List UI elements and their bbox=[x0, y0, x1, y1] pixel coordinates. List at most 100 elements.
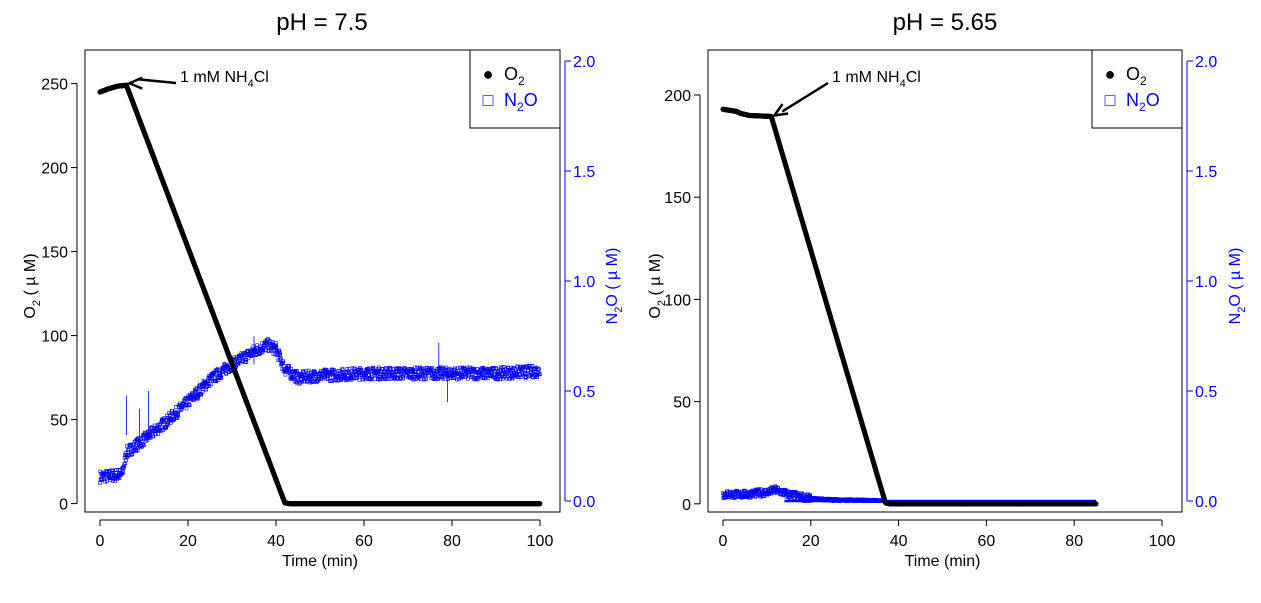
n2o-point bbox=[186, 403, 191, 407]
n2o-point bbox=[274, 346, 279, 350]
n2o-point bbox=[446, 377, 450, 381]
plot-area bbox=[97, 82, 543, 507]
y-tick-label: 200 bbox=[664, 88, 691, 105]
y2-axis-label: N2O ( µ M) bbox=[1227, 248, 1248, 325]
n2o-point bbox=[332, 369, 337, 374]
n2o-point bbox=[476, 370, 480, 375]
n2o-point bbox=[98, 469, 103, 474]
n2o-point bbox=[509, 365, 513, 370]
n2o-point bbox=[364, 377, 368, 382]
n2o-point bbox=[365, 368, 370, 373]
n2o-point bbox=[122, 462, 127, 467]
n2o-point bbox=[255, 343, 259, 348]
plot-frame bbox=[707, 49, 1183, 513]
y2-tick-label: 1.0 bbox=[573, 274, 595, 291]
o2-point bbox=[1093, 501, 1099, 507]
y2-axis-label: N2O ( µ M) bbox=[604, 248, 625, 325]
annotation-label: 1 mM NH4Cl bbox=[180, 69, 269, 90]
x-tick-label: 80 bbox=[443, 533, 461, 550]
annotation-arrowhead bbox=[126, 76, 143, 90]
n2o-point bbox=[149, 434, 153, 439]
plot-area bbox=[720, 106, 1099, 507]
n2o-point bbox=[141, 442, 145, 447]
n2o-point bbox=[187, 402, 191, 407]
y-tick-label: 50 bbox=[673, 395, 691, 412]
legend-marker-n2o: □ bbox=[483, 90, 494, 110]
chart-title: pH = 5.65 bbox=[893, 9, 998, 36]
n2o-point bbox=[298, 380, 303, 385]
n2o-point bbox=[482, 373, 487, 377]
x-axis-label: Time (min) bbox=[282, 553, 358, 570]
y-tick-label: 50 bbox=[50, 413, 68, 430]
y-axis-label: O2 ( µ M) bbox=[647, 253, 668, 318]
y2-tick-label: 1.0 bbox=[1195, 274, 1217, 291]
n2o-point bbox=[518, 373, 523, 377]
n2o-point bbox=[511, 366, 515, 371]
n2o-point bbox=[162, 416, 167, 420]
n2o-point bbox=[243, 360, 248, 365]
y2-tick-label: 2.0 bbox=[573, 54, 595, 71]
n2o-point bbox=[150, 426, 154, 431]
n2o-point bbox=[236, 361, 241, 366]
chart-title: pH = 7.5 bbox=[276, 9, 367, 36]
n2o-point bbox=[135, 448, 140, 452]
y-tick-label: 100 bbox=[41, 329, 68, 346]
x-tick-label: 20 bbox=[179, 533, 197, 550]
n2o-point bbox=[498, 377, 503, 382]
n2o-point bbox=[142, 443, 146, 447]
n2o-point bbox=[808, 492, 812, 497]
n2o-point bbox=[359, 367, 363, 372]
n2o-point bbox=[274, 348, 279, 352]
n2o-point bbox=[526, 368, 530, 372]
legend-label-o2: O2 bbox=[1126, 64, 1147, 88]
x-tick-label: 0 bbox=[719, 533, 728, 550]
n2o-point bbox=[291, 375, 296, 380]
n2o-point bbox=[261, 348, 266, 353]
n2o-point bbox=[499, 368, 504, 373]
n2o-point bbox=[287, 364, 291, 368]
n2o-point bbox=[489, 370, 494, 374]
n2o-point bbox=[422, 377, 426, 382]
n2o-point bbox=[167, 411, 171, 415]
annotation-arrow bbox=[781, 81, 829, 113]
series-o2 bbox=[97, 82, 543, 507]
n2o-point bbox=[313, 370, 318, 374]
o2-point bbox=[537, 501, 543, 507]
n2o-point bbox=[366, 367, 370, 372]
n2o-point bbox=[134, 443, 138, 448]
n2o-point bbox=[139, 436, 144, 441]
plot-frame bbox=[84, 49, 561, 513]
n2o-point bbox=[523, 371, 528, 375]
n2o-point bbox=[496, 377, 501, 382]
n2o-point bbox=[387, 373, 391, 378]
n2o-point bbox=[185, 398, 190, 402]
n2o-point bbox=[126, 447, 131, 452]
n2o-point bbox=[278, 351, 282, 356]
n2o-point bbox=[219, 375, 224, 379]
chart-panel-1: pH = 7.5 0 20 40 60 80 100 Time (min) 0 50 100 150 2… bbox=[22, 9, 625, 570]
x-axis-label: Time (min) bbox=[905, 553, 981, 570]
n2o-point bbox=[215, 367, 220, 371]
chart-panel-2: pH = 5.65 0 20 40 60 80 100 Time (min) 0 50 100 150… bbox=[647, 9, 1248, 570]
n2o-point bbox=[195, 397, 200, 401]
n2o-point bbox=[274, 341, 278, 346]
n2o-point bbox=[377, 377, 382, 382]
x-tick-label: 60 bbox=[355, 533, 373, 550]
n2o-point bbox=[537, 367, 541, 372]
n2o-point bbox=[251, 344, 256, 349]
n2o-point bbox=[453, 366, 457, 371]
n2o-point bbox=[203, 387, 208, 392]
legend-marker-o2: ● bbox=[1105, 64, 1116, 84]
n2o-point bbox=[455, 377, 459, 382]
n2o-point bbox=[198, 392, 203, 396]
n2o-point bbox=[418, 365, 422, 370]
n2o-point bbox=[135, 441, 139, 445]
y-tick-label: 150 bbox=[664, 190, 691, 207]
annotation-label: 1 mM NH4Cl bbox=[832, 69, 921, 90]
y-axis-label: O2 ( µ M) bbox=[22, 253, 43, 318]
n2o-point bbox=[396, 372, 400, 376]
n2o-point bbox=[743, 488, 747, 493]
n2o-point bbox=[165, 423, 170, 427]
x-tick-label: 100 bbox=[527, 533, 554, 550]
